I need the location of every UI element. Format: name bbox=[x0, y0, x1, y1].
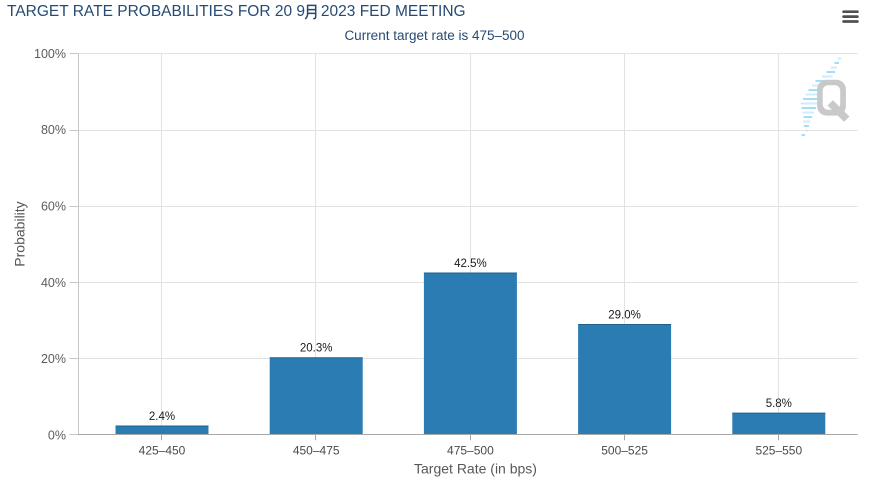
svg-text:425–450: 425–450 bbox=[139, 444, 186, 458]
svg-text:60%: 60% bbox=[41, 200, 66, 214]
svg-text:525–550: 525–550 bbox=[755, 444, 802, 458]
svg-text:29.0%: 29.0% bbox=[608, 309, 641, 321]
svg-text:2023 FED MEETING: 2023 FED MEETING bbox=[317, 3, 466, 20]
svg-text:40%: 40% bbox=[41, 276, 66, 290]
svg-text:5.8%: 5.8% bbox=[766, 398, 792, 410]
svg-text:100%: 100% bbox=[34, 47, 66, 61]
svg-text:Target Rate (in bps): Target Rate (in bps) bbox=[414, 460, 537, 476]
svg-text:20%: 20% bbox=[41, 352, 66, 366]
svg-text:450–475: 450–475 bbox=[293, 444, 340, 458]
svg-text:42.5%: 42.5% bbox=[454, 258, 487, 270]
svg-text:TARGET RATE PROBABILITIES FOR: TARGET RATE PROBABILITIES FOR 20 9 bbox=[7, 3, 305, 20]
svg-text:Current target rate is 475–500: Current target rate is 475–500 bbox=[344, 28, 524, 43]
svg-text:80%: 80% bbox=[41, 123, 66, 137]
svg-text:Probability: Probability bbox=[12, 201, 28, 266]
svg-text:500–525: 500–525 bbox=[601, 444, 648, 458]
svg-text:475–500: 475–500 bbox=[447, 444, 494, 458]
svg-text:20.3%: 20.3% bbox=[300, 343, 333, 355]
svg-text:2.4%: 2.4% bbox=[149, 411, 175, 423]
svg-text:0%: 0% bbox=[48, 428, 66, 442]
